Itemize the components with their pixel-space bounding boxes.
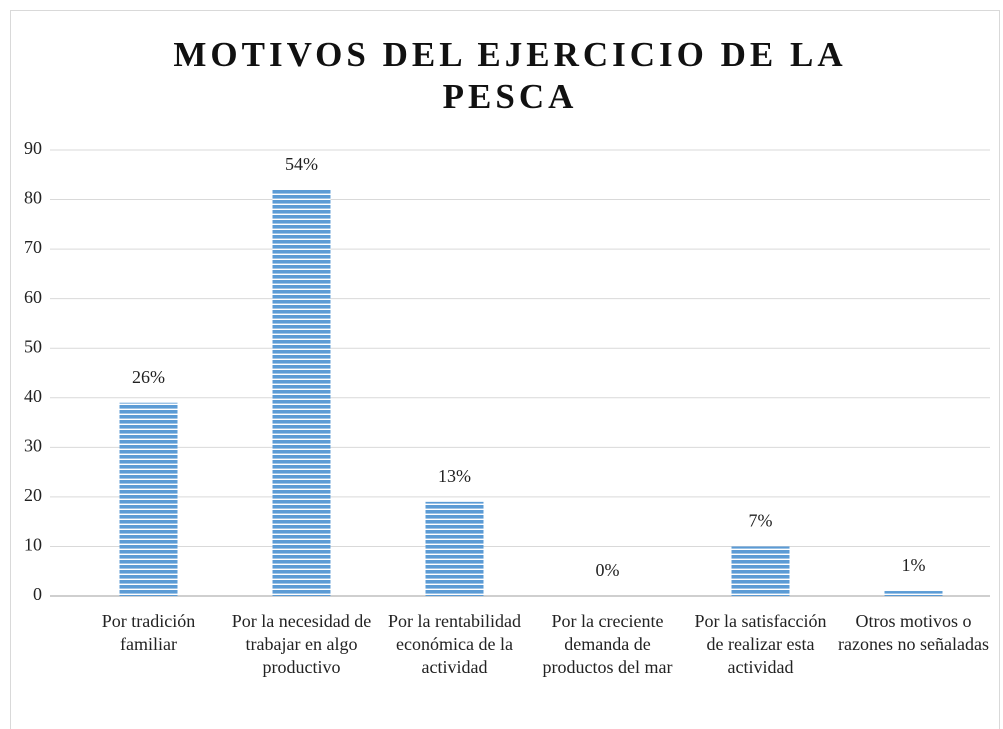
x-tick-label: Por tradición familiar	[101, 611, 196, 654]
data-label: 1%	[902, 555, 926, 575]
y-tick-label: 90	[24, 138, 42, 158]
data-label: 54%	[285, 154, 318, 174]
bar	[119, 402, 178, 596]
y-tick-label: 0	[33, 584, 42, 604]
y-tick-label: 20	[24, 485, 42, 505]
bar	[731, 546, 790, 596]
x-tick-label: Por la creciente demanda de productos de…	[542, 611, 673, 677]
x-tick-label: Por la satisfacción de realizar esta act…	[694, 611, 827, 677]
y-tick-label: 80	[24, 188, 42, 208]
y-tick-label: 40	[24, 386, 42, 406]
bar	[884, 591, 943, 596]
data-label: 26%	[132, 367, 165, 387]
x-tick-label: Otros motivos o razones no señaladas	[838, 611, 989, 654]
y-tick-label: 30	[24, 435, 42, 455]
y-tick-label: 10	[24, 535, 42, 555]
bar	[425, 501, 484, 596]
y-tick-label: 70	[24, 237, 42, 257]
chart-frame	[10, 10, 1000, 729]
x-tick-label: Por la rentabilidad económica de la acti…	[388, 611, 521, 677]
chart-title: MOTIVOS DEL EJERCICIO DE LA PESCA	[173, 35, 847, 116]
data-label: 13%	[438, 466, 471, 486]
data-label: 7%	[749, 511, 773, 531]
bar	[272, 189, 331, 596]
y-tick-label: 50	[24, 336, 42, 356]
y-tick-label: 60	[24, 287, 42, 307]
x-tick-label: Por la necesidad de trabajar en algo pro…	[231, 611, 372, 677]
data-label: 0%	[596, 560, 620, 580]
